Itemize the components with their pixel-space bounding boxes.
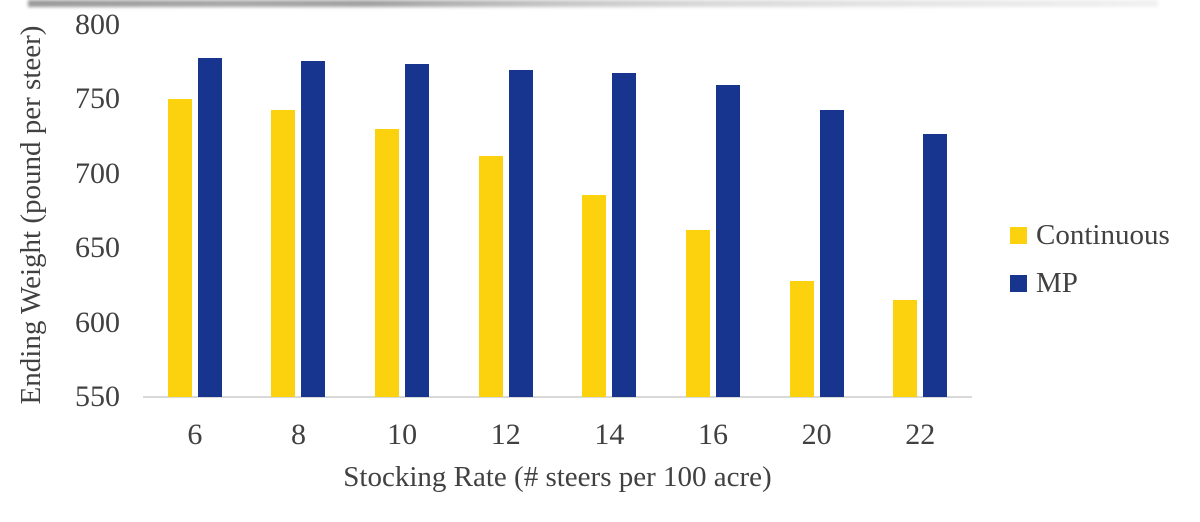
bar-continuous-8 bbox=[271, 109, 296, 397]
bar-mp-8 bbox=[301, 60, 326, 397]
bar-continuous-22 bbox=[893, 300, 918, 397]
legend-label-mp: MP bbox=[1036, 266, 1078, 299]
x-axis-line bbox=[143, 396, 972, 398]
continuous-swatch-icon bbox=[1010, 226, 1027, 244]
cropped-text-artifact bbox=[28, 0, 1158, 7]
bar-mp-20 bbox=[819, 109, 844, 397]
bar-mp-22 bbox=[923, 133, 948, 397]
bar-continuous-14 bbox=[582, 194, 607, 397]
y-tick-label-600: 600 bbox=[75, 305, 120, 339]
y-tick-label-700: 700 bbox=[75, 156, 120, 190]
x-category-label-12: 12 bbox=[490, 418, 521, 451]
bar-mp-14 bbox=[612, 72, 637, 397]
y-axis-title: Ending Weight (pound per steer) bbox=[15, 25, 47, 405]
legend-item-mp: MP bbox=[1010, 261, 1078, 305]
bar-continuous-12 bbox=[478, 155, 503, 397]
legend-label-continuous: Continuous bbox=[1036, 218, 1170, 251]
x-category-label-16: 16 bbox=[697, 418, 728, 451]
bar-mp-12 bbox=[508, 69, 533, 397]
x-category-label-8: 8 bbox=[290, 418, 306, 451]
x-category-label-20: 20 bbox=[801, 418, 832, 451]
y-tick-label-650: 650 bbox=[75, 231, 120, 265]
bar-continuous-10 bbox=[375, 129, 400, 397]
y-tick-label-550: 550 bbox=[75, 380, 120, 413]
y-tick-label-750: 750 bbox=[75, 82, 120, 116]
y-tick-label-800: 800 bbox=[75, 8, 120, 41]
legend-item-continuous: Continuous bbox=[1010, 213, 1170, 257]
mp-swatch-icon bbox=[1010, 274, 1027, 292]
x-category-label-6: 6 bbox=[187, 418, 203, 451]
x-category-label-10: 10 bbox=[387, 418, 418, 451]
bar-mp-16 bbox=[715, 84, 740, 397]
x-axis-title: Stocking Rate (# steers per 100 acre) bbox=[343, 461, 772, 493]
x-category-label-14: 14 bbox=[594, 418, 625, 451]
bar-continuous-6 bbox=[167, 99, 192, 397]
bar-continuous-20 bbox=[789, 280, 814, 397]
x-category-label-22: 22 bbox=[905, 418, 936, 451]
bar-mp-6 bbox=[197, 57, 222, 397]
bar-continuous-16 bbox=[685, 230, 710, 397]
bar-mp-10 bbox=[405, 63, 430, 397]
